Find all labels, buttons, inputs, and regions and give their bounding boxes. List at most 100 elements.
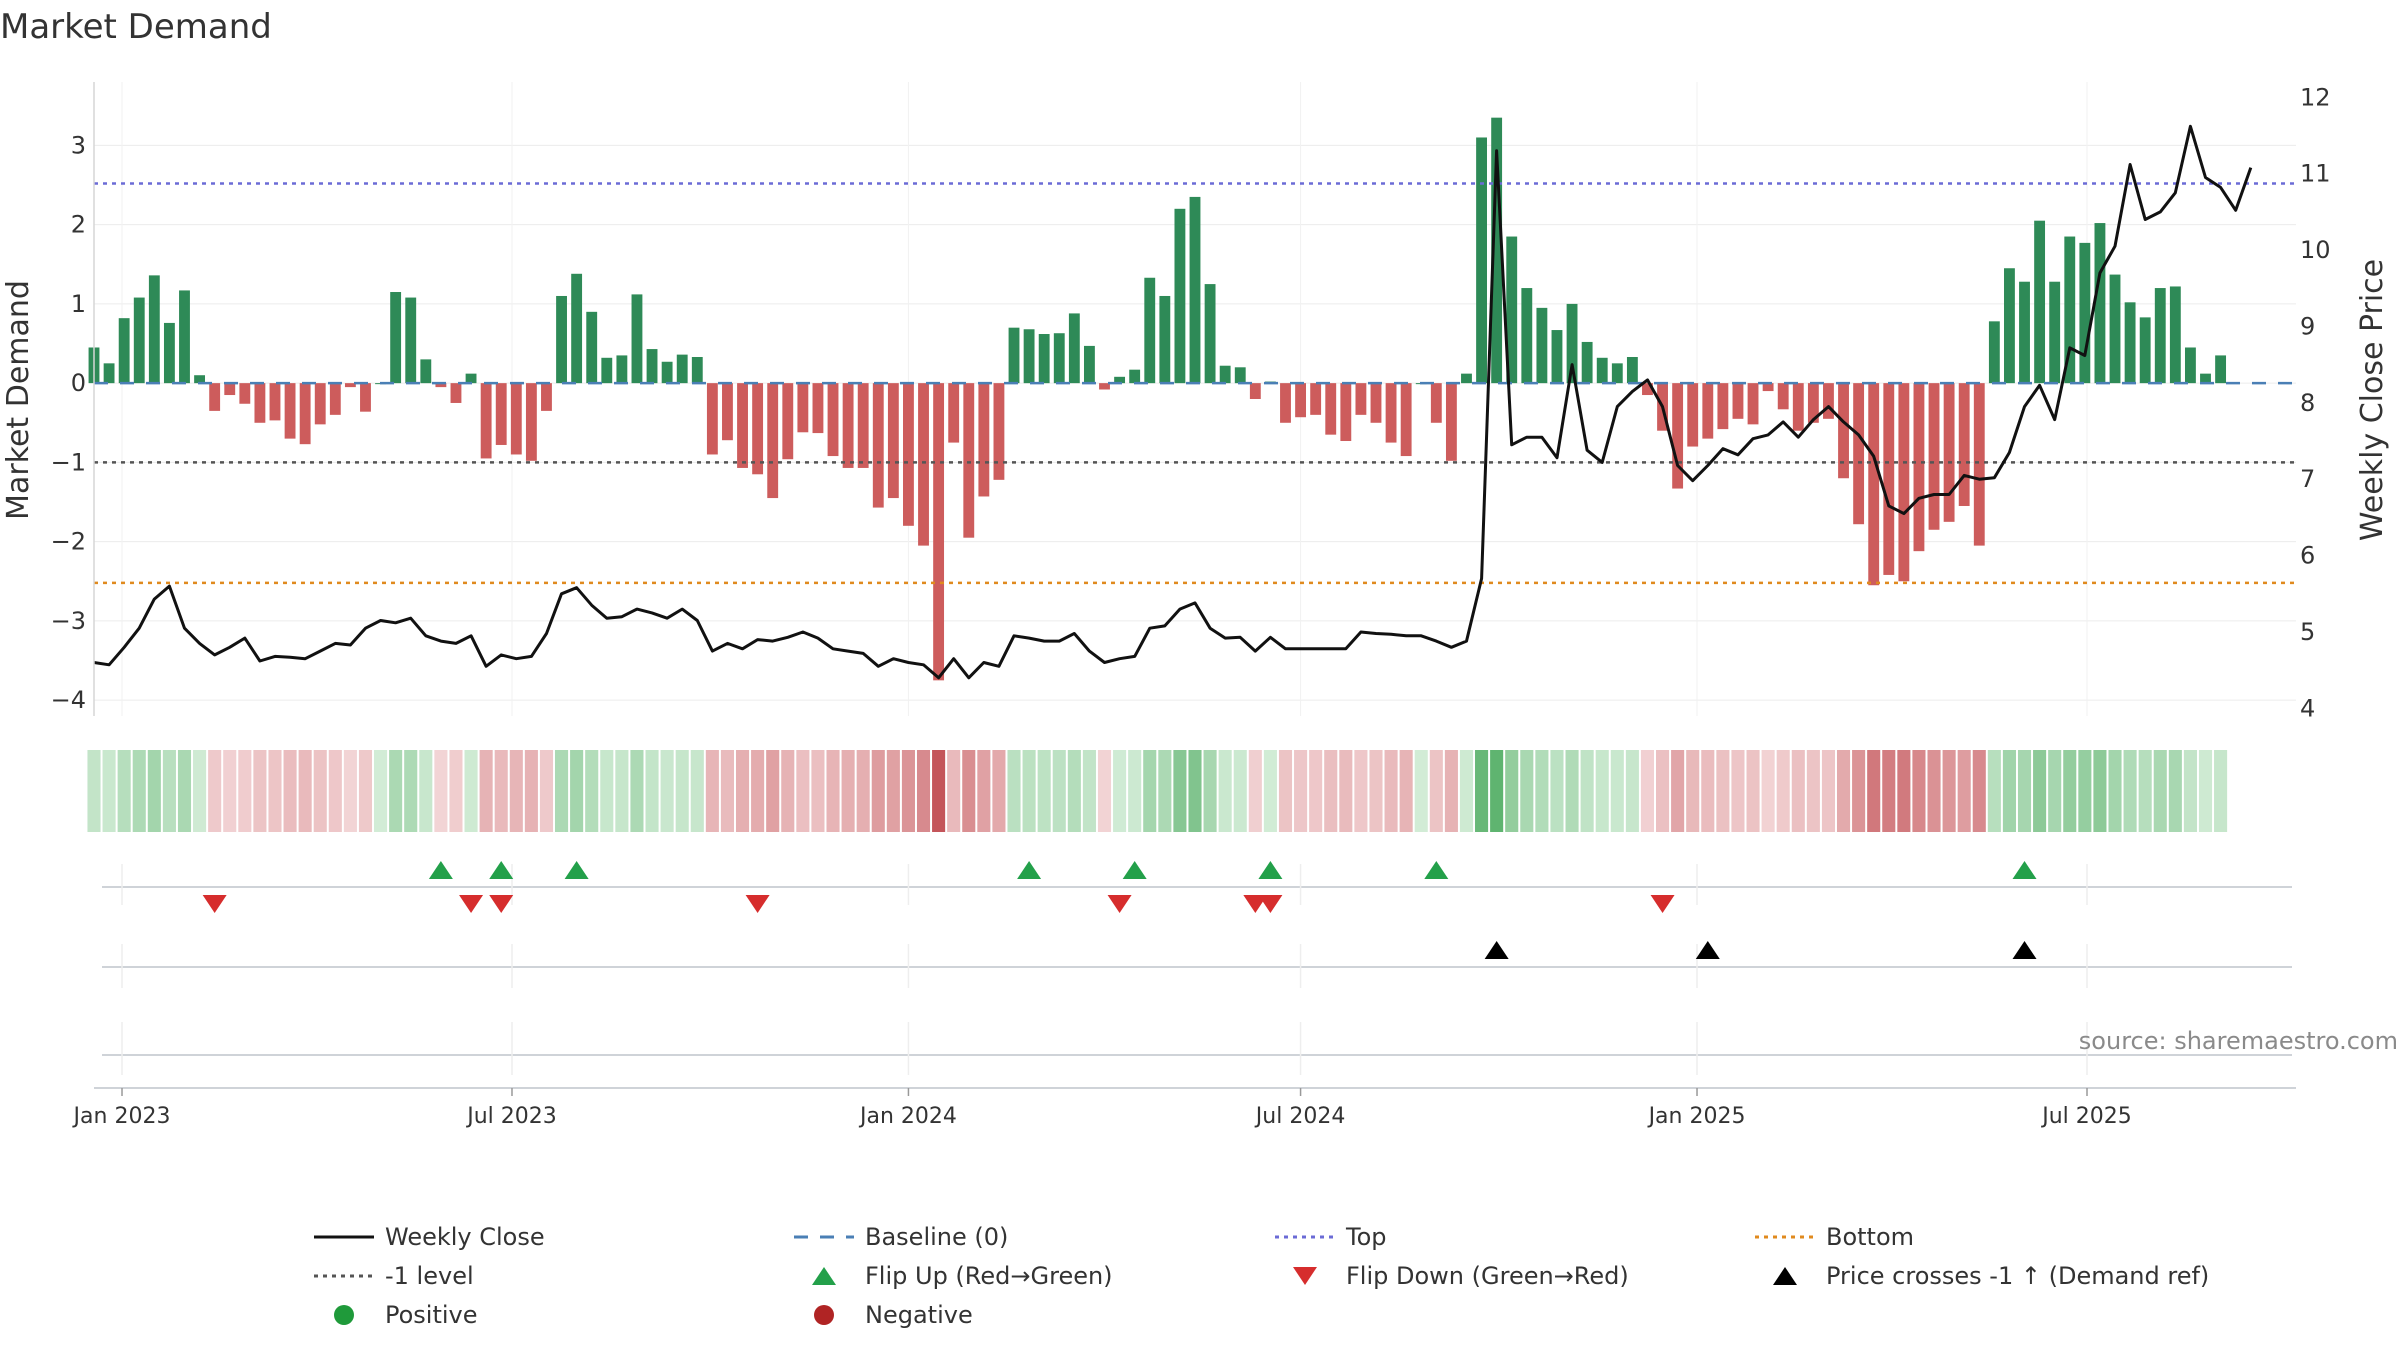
demand-bar (239, 383, 251, 404)
heat-strip-cell (675, 750, 689, 832)
heat-strip-cell (630, 750, 644, 832)
heat-strip-cell (193, 750, 207, 832)
demand-bar (1506, 236, 1518, 384)
demand-bar (1114, 376, 1126, 384)
demand-bar (1838, 383, 1849, 479)
x-tick-label: Jul 2023 (465, 1104, 557, 1129)
y2-tick-label: 12 (2300, 83, 2331, 111)
heat-strip-cell (1067, 750, 1081, 832)
legend-item: Negative (814, 1301, 973, 1329)
demand-bar (1943, 383, 1955, 522)
demand-bar (2109, 274, 2121, 384)
demand-bar (1581, 341, 1593, 384)
demand-bar (1883, 383, 1895, 575)
heat-strip-cell (1595, 750, 1609, 832)
heat-strip-cell (253, 750, 267, 832)
heat-strip-cell (826, 750, 840, 832)
heat-strip-cell (539, 750, 554, 832)
heat-strip-cell (1821, 750, 1835, 832)
demand-bar (118, 318, 130, 384)
demand-bar (2215, 355, 2227, 384)
heat-strip-cell (1535, 750, 1549, 832)
demand-bar (254, 383, 266, 423)
heat-strip-cell (1836, 750, 1851, 832)
heat-strip-cell (2183, 750, 2197, 832)
reference-lines (94, 182, 2296, 585)
flip-down-marker (745, 895, 770, 913)
legend-item: Positive (334, 1301, 478, 1329)
heat-strip-cell (1022, 750, 1036, 832)
demand-bar (314, 383, 326, 425)
heat-strip-cell (751, 750, 765, 832)
demand-bar (646, 349, 658, 384)
demand-bar (1732, 383, 1744, 419)
demand-bar (2004, 268, 2015, 384)
heat-strip-cell (1565, 750, 1579, 832)
demand-bar (918, 383, 929, 546)
demand-bar (752, 383, 764, 475)
demand-bar (194, 375, 206, 384)
demand-bar (209, 383, 221, 411)
heat-strip-cell (1173, 750, 1187, 832)
heat-strip-cell (2108, 750, 2122, 832)
heat-strip-cell (781, 750, 795, 832)
demand-bar (465, 373, 477, 384)
heat-strip-cell (811, 750, 825, 832)
demand-bar (360, 383, 371, 412)
price-cross-marker (1695, 941, 1720, 959)
demand-bar (1445, 383, 1457, 461)
demand-bar (1823, 383, 1834, 419)
demand-bar (2064, 236, 2076, 384)
weekly-close-line (93, 124, 2253, 680)
demand-bar (1280, 383, 1291, 423)
demand-bar (103, 363, 115, 384)
heat-strip-cell (389, 750, 403, 832)
event-markers (102, 861, 2292, 1075)
y-tick-label: −3 (51, 607, 86, 635)
x-tick-label: Jul 2025 (2040, 1104, 2132, 1129)
y-tick-label: 0 (71, 369, 86, 397)
demand-bar (2169, 286, 2181, 384)
demand-bar (812, 383, 824, 434)
y2-tick-label: 9 (2300, 312, 2315, 340)
demand-bar (1988, 321, 2000, 384)
legend-item: Flip Down (Green→Red) (1293, 1262, 1629, 1290)
demand-bar (1038, 334, 1050, 384)
heat-strip-cell (1248, 750, 1262, 832)
demand-bar (1325, 383, 1337, 435)
flip-up-marker (2012, 861, 2037, 879)
heat-strip-cell (1143, 750, 1157, 832)
demand-bar (1340, 383, 1352, 442)
demand-bar (842, 383, 854, 468)
heat-strip-cell (1791, 750, 1805, 832)
demand-bar (616, 355, 628, 384)
heat-strip-cell (901, 750, 915, 832)
heat-strip-cell (208, 750, 222, 832)
y2-tick-label: 5 (2300, 618, 2315, 646)
demand-bar (1491, 117, 1503, 384)
heat-strip-cell (268, 750, 282, 832)
heat-strip-cell (600, 750, 614, 832)
heat-strip-cell (1852, 750, 1866, 832)
demand-bar (857, 383, 869, 468)
heat-strip-cell (1716, 750, 1730, 832)
demand-bar (1099, 383, 1110, 390)
demand-bar (1928, 383, 1940, 530)
legend-swatch (1773, 1267, 1797, 1285)
demand-bar (2079, 242, 2091, 384)
demand-bar (179, 290, 190, 384)
heat-strip-cell (1309, 750, 1323, 832)
heat-strip-cell (2063, 750, 2077, 832)
legend-label: Bottom (1826, 1223, 1914, 1251)
heat-strip-cell (2123, 750, 2137, 832)
demand-bar (1174, 208, 1186, 384)
flip-up-marker (1017, 861, 1042, 879)
y-tick-label: 2 (71, 211, 86, 239)
demand-bar (706, 383, 718, 455)
legend-item: Top (1275, 1223, 1387, 1251)
demand-bar (2154, 288, 2166, 384)
heat-strip-cell (1233, 750, 1247, 832)
heat-strip-cell (223, 750, 237, 832)
demand-bar (1053, 333, 1065, 384)
legend-label: Baseline (0) (865, 1223, 1008, 1251)
